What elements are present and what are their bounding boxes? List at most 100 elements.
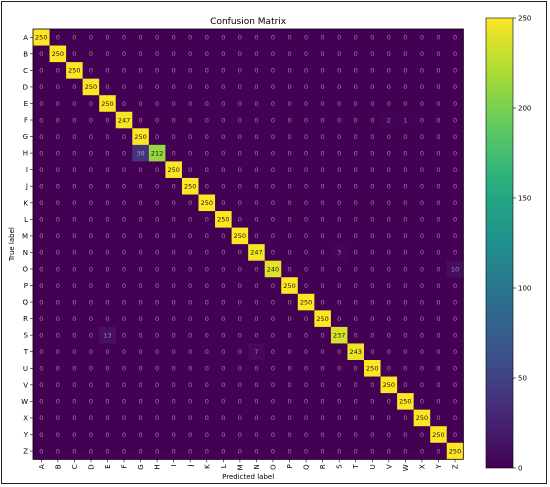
heatmap-cell [314, 277, 332, 295]
heatmap-cell [297, 442, 315, 460]
cell-value-label: 0 [238, 298, 242, 306]
cell-value-label: 0 [387, 133, 391, 141]
cell-value-label: 0 [354, 365, 358, 373]
heatmap-cell [380, 326, 398, 344]
heatmap-cell [364, 144, 381, 162]
cell-value-label: 0 [155, 348, 159, 356]
heatmap-cell [148, 393, 166, 411]
cell-value-label: 0 [436, 348, 440, 356]
cell-value-label: 0 [172, 133, 176, 141]
cell-value-label: 0 [39, 116, 43, 124]
cell-value-label: 0 [89, 34, 93, 42]
heatmap-cell [215, 376, 232, 394]
cell-value-label: 0 [387, 34, 391, 42]
heatmap-cell [364, 78, 381, 96]
cell-value-label: 0 [337, 381, 341, 389]
heatmap-cell [231, 343, 249, 361]
heatmap-cell [397, 128, 415, 146]
cell-value-label: 250 [68, 67, 80, 75]
cell-value-label: 0 [155, 232, 159, 240]
heatmap-cell [397, 78, 415, 96]
cell-value-label: 0 [205, 34, 209, 42]
x-tick-label: I [170, 464, 178, 466]
heatmap-cell [413, 29, 431, 46]
cell-value-label: 0 [354, 216, 358, 224]
heatmap-cell [215, 227, 232, 245]
heatmap-cell [132, 211, 150, 228]
heatmap-cell [148, 227, 166, 245]
heatmap-cell [132, 177, 150, 195]
cell-value-label: 0 [403, 348, 407, 356]
cell-value-label: 0 [304, 331, 308, 339]
cell-value-label: 0 [403, 331, 407, 339]
cell-value-label: 0 [287, 298, 291, 306]
cell-value-label: 0 [436, 282, 440, 290]
heatmap-cell [165, 144, 183, 162]
cell-value-label: 0 [337, 447, 341, 455]
heatmap-cell [446, 95, 464, 113]
cell-value-label: 0 [287, 216, 291, 224]
cell-value-label: 0 [39, 298, 43, 306]
heatmap-cell [413, 177, 431, 195]
heatmap-cell [430, 293, 448, 311]
cell-value-label: 0 [122, 67, 126, 75]
cell-value-label: 0 [188, 447, 192, 455]
heatmap-cell [248, 409, 266, 427]
heatmap-cell [297, 161, 315, 179]
cell-value-label: 0 [354, 67, 358, 75]
cell-value-label: 0 [403, 365, 407, 373]
heatmap-cell [314, 95, 332, 113]
cell-value-label: 0 [254, 183, 258, 191]
heatmap-cell [264, 277, 282, 295]
cell-value-label: 0 [436, 414, 440, 422]
cell-value-label: 0 [370, 50, 374, 58]
heatmap-cell [231, 144, 249, 162]
cell-value-label: 0 [205, 381, 209, 389]
cell-value-label: 212 [151, 149, 163, 157]
heatmap-cell [248, 78, 266, 96]
heatmap-cell [115, 409, 133, 427]
heatmap-cell [33, 326, 50, 344]
heatmap-cell [248, 293, 266, 311]
heatmap-cell [165, 227, 183, 245]
heatmap-cell [248, 211, 266, 228]
heatmap-cell [82, 360, 100, 377]
cell-value-label: 0 [271, 149, 275, 157]
cell-value-label: 0 [254, 50, 258, 58]
cell-value-label: 0 [403, 414, 407, 422]
cell-value-label: 0 [271, 34, 275, 42]
cell-value-label: 0 [453, 100, 457, 108]
cell-value-label: 0 [105, 199, 109, 207]
heatmap-cell [248, 45, 266, 63]
cell-value-label: 38 [136, 149, 144, 157]
heatmap-cell [115, 360, 133, 377]
heatmap-cell [231, 29, 249, 46]
heatmap-cell [314, 128, 332, 146]
cell-value-label: 0 [321, 34, 325, 42]
heatmap-cell [364, 426, 381, 444]
cell-value-label: 0 [105, 381, 109, 389]
cell-value-label: 0 [287, 34, 291, 42]
cell-value-label: 0 [155, 199, 159, 207]
cell-value-label: 0 [188, 116, 192, 124]
heatmap-cell [413, 227, 431, 245]
cell-value-label: 0 [155, 216, 159, 224]
cell-value-label: 0 [403, 447, 407, 455]
cell-value-label: 0 [56, 348, 60, 356]
cell-value-label: 0 [321, 365, 325, 373]
cell-value-label: 0 [205, 398, 209, 406]
cell-value-label: 0 [238, 348, 242, 356]
cell-value-label: 0 [221, 265, 225, 273]
heatmap-cell [281, 376, 299, 394]
cell-value-label: 0 [89, 166, 93, 174]
heatmap-cell [264, 310, 282, 328]
cell-value-label: 0 [287, 348, 291, 356]
heatmap-cell [231, 111, 249, 129]
cell-value-label: 250 [383, 381, 395, 389]
heatmap-cell [66, 360, 84, 377]
cell-value-label: 0 [155, 249, 159, 257]
heatmap-cell [99, 426, 117, 444]
heatmap-cell [430, 128, 448, 146]
cell-value-label: 0 [321, 183, 325, 191]
cell-value-label: 0 [205, 133, 209, 141]
